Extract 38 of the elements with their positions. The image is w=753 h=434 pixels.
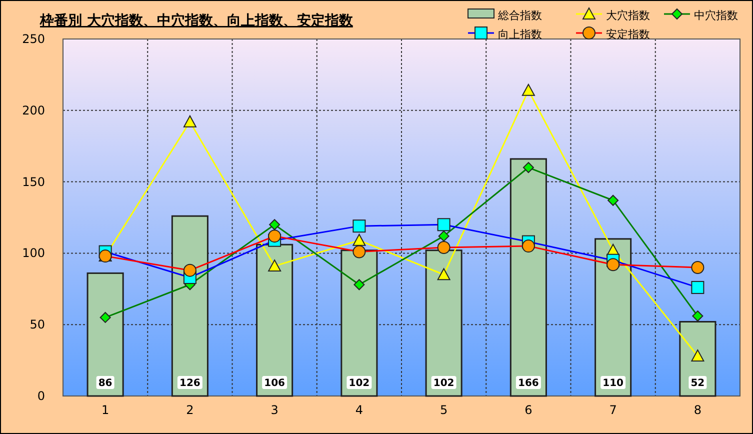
data-label: 102 [433, 378, 454, 389]
data-label: 102 [348, 378, 370, 389]
legend-label: 向上指数 [498, 28, 542, 41]
data-label: 110 [602, 378, 624, 389]
point [183, 115, 196, 128]
x-tick-label: 4 [355, 403, 364, 417]
y-tick-label: 50 [30, 318, 45, 332]
point [437, 268, 450, 280]
bar [340, 250, 378, 397]
x-tick-label: 2 [186, 403, 194, 417]
x-tick-label: 5 [440, 403, 448, 417]
point [352, 234, 366, 246]
data-label: 166 [518, 378, 539, 389]
bar [171, 215, 208, 397]
point [522, 84, 535, 96]
point [691, 350, 704, 362]
data-label: 106 [264, 378, 286, 389]
legend-label: 大穴指数 [606, 9, 650, 22]
legend-label: 中穴指数 [694, 9, 738, 22]
x-tick-label: 6 [524, 403, 532, 417]
y-tick-label: 100 [22, 246, 45, 260]
bar [86, 272, 124, 397]
point [268, 260, 282, 272]
legend-label: 安定指数 [606, 28, 650, 41]
chart-title: 枠番別 大穴指数、中穴指数、向上指数、安定指数 [39, 12, 354, 29]
x-tick-label: 3 [270, 403, 278, 417]
x-tick-label: 8 [694, 403, 702, 417]
data-label: 52 [690, 378, 705, 389]
x-tick-label: 7 [609, 403, 617, 417]
legend-label: 総合指数 [497, 9, 542, 22]
y-tick-label: 0 [37, 389, 45, 403]
y-tick-label: 200 [22, 103, 45, 118]
data-label: 86 [98, 378, 112, 389]
x-tick-label: 1 [101, 403, 110, 417]
bar [510, 158, 547, 397]
y-tick-label: 250 [22, 32, 45, 46]
data-label: 126 [180, 378, 200, 389]
y-tick-label: 150 [22, 174, 45, 189]
